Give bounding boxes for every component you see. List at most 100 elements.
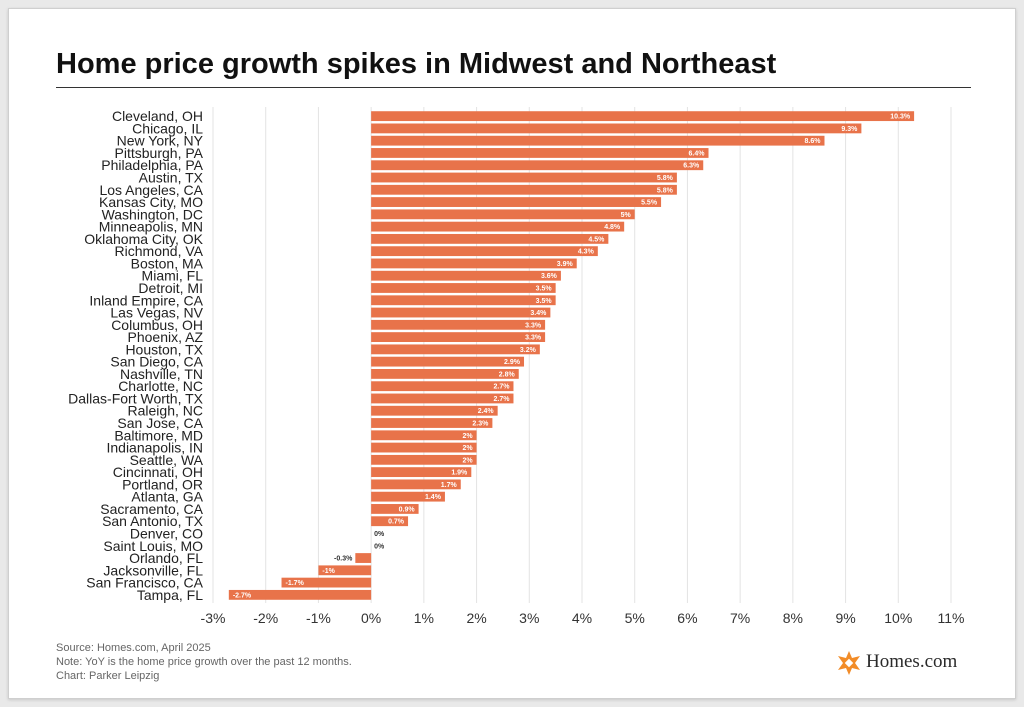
value-label: 2% bbox=[462, 433, 473, 440]
bar bbox=[371, 504, 419, 514]
category-label: San Diego, CA bbox=[110, 354, 203, 370]
bar bbox=[371, 381, 514, 392]
value-label: 9.3% bbox=[841, 126, 858, 133]
value-label: 8.6% bbox=[805, 138, 822, 145]
value-label: 2.9% bbox=[504, 359, 521, 366]
value-label: 4.3% bbox=[578, 249, 595, 256]
bar bbox=[371, 454, 477, 465]
x-tick-label: 0% bbox=[361, 610, 381, 626]
category-label: Chicago, IL bbox=[132, 120, 203, 136]
category-label: Dallas-Fort Worth, TX bbox=[68, 390, 204, 406]
x-tick-label: -2% bbox=[253, 610, 278, 626]
category-label: Pittsburgh, PA bbox=[115, 145, 204, 161]
category-label: Jacksonville, FL bbox=[103, 562, 203, 578]
bar bbox=[371, 479, 461, 490]
category-label: San Jose, CA bbox=[117, 415, 203, 431]
category-label: Indianapolis, IN bbox=[106, 440, 203, 456]
bar bbox=[371, 270, 561, 281]
bar bbox=[371, 332, 546, 342]
bar bbox=[371, 221, 625, 232]
value-label: 0.7% bbox=[388, 519, 405, 526]
bar bbox=[371, 197, 662, 207]
bar bbox=[371, 246, 598, 257]
category-label: Nashville, TN bbox=[120, 366, 203, 382]
category-label: Oklahoma City, OK bbox=[84, 231, 203, 247]
bar bbox=[371, 393, 514, 404]
homes-com-logo-icon bbox=[838, 651, 860, 675]
bar bbox=[371, 491, 445, 502]
bar bbox=[281, 577, 372, 588]
x-tick-label: 3% bbox=[519, 610, 539, 626]
value-label: -0.3% bbox=[334, 556, 353, 563]
category-label: Washington, DC bbox=[102, 206, 203, 222]
category-label: Philadelphia, PA bbox=[101, 157, 203, 173]
category-label: Sacramento, CA bbox=[100, 501, 203, 517]
bar bbox=[371, 467, 472, 478]
value-label: 5.8% bbox=[657, 175, 674, 182]
value-label: 6.3% bbox=[683, 163, 700, 170]
value-label: 10.3% bbox=[890, 114, 911, 121]
bar bbox=[371, 418, 493, 428]
category-label: New York, NY bbox=[117, 133, 204, 149]
category-label: Baltimore, MD bbox=[114, 427, 203, 443]
category-label: Cleveland, OH bbox=[112, 108, 203, 124]
value-label: 2% bbox=[462, 457, 473, 464]
x-tick-label: 10% bbox=[884, 610, 912, 626]
chart-footer: Source: Homes.com, April 2025 Note: YoY … bbox=[56, 641, 352, 683]
chart-title: Home price growth spikes in Midwest and … bbox=[56, 48, 777, 80]
value-label: 3.2% bbox=[520, 347, 537, 354]
x-tick-label: 5% bbox=[625, 610, 645, 626]
bar bbox=[371, 184, 677, 195]
x-tick-label: 6% bbox=[677, 610, 697, 626]
value-label: 0.9% bbox=[399, 506, 416, 513]
x-tick-label: -1% bbox=[306, 610, 331, 626]
bar bbox=[228, 589, 372, 600]
source-note: Source: Homes.com, April 2025 bbox=[56, 642, 211, 654]
value-label: 5% bbox=[621, 212, 632, 219]
category-label: Austin, TX bbox=[139, 170, 204, 186]
value-label: 3.5% bbox=[536, 298, 553, 305]
bar bbox=[371, 430, 477, 441]
value-label: 2.3% bbox=[472, 421, 489, 428]
bar bbox=[371, 405, 498, 416]
value-label: 3.6% bbox=[541, 273, 558, 280]
homes-com-logo: Homes.com bbox=[836, 648, 968, 678]
value-label: 2% bbox=[462, 445, 473, 452]
value-label: 3.5% bbox=[536, 285, 553, 292]
x-tick-label: 9% bbox=[835, 610, 855, 626]
category-label: Miami, FL bbox=[142, 268, 204, 284]
bar bbox=[371, 283, 556, 293]
methodology-note: Note: YoY is the home price growth over … bbox=[56, 656, 352, 668]
bar bbox=[371, 258, 577, 269]
category-label: Seattle, WA bbox=[130, 452, 204, 468]
category-label: Inland Empire, CA bbox=[89, 292, 203, 308]
value-label: 1.4% bbox=[425, 494, 442, 501]
bar bbox=[371, 344, 540, 355]
bar bbox=[371, 160, 704, 171]
bar bbox=[371, 111, 915, 122]
category-label: Kansas City, MO bbox=[99, 194, 203, 210]
value-label: 4.5% bbox=[588, 236, 605, 243]
value-label: 2.8% bbox=[499, 371, 516, 378]
value-label: 4.8% bbox=[604, 224, 621, 231]
bar bbox=[371, 233, 609, 244]
x-tick-label: 1% bbox=[414, 610, 434, 626]
category-label: Tampa, FL bbox=[137, 587, 203, 603]
category-label: Portland, OR bbox=[122, 476, 203, 492]
value-label: 5.5% bbox=[641, 200, 658, 207]
bar bbox=[371, 172, 677, 183]
category-label: Boston, MA bbox=[131, 255, 204, 271]
bar bbox=[371, 148, 709, 158]
category-label: Saint Louis, MO bbox=[103, 538, 203, 554]
bar bbox=[371, 295, 556, 306]
value-label: 6.4% bbox=[689, 150, 706, 157]
value-label: 1.7% bbox=[441, 482, 458, 489]
value-label: -1% bbox=[322, 568, 335, 575]
bar bbox=[371, 516, 409, 527]
category-label: Cincinnati, OH bbox=[113, 464, 203, 480]
category-label: Houston, TX bbox=[125, 341, 203, 357]
title-divider bbox=[56, 87, 971, 88]
value-label: 1.9% bbox=[451, 470, 468, 477]
category-label: Raleigh, NC bbox=[128, 403, 203, 419]
